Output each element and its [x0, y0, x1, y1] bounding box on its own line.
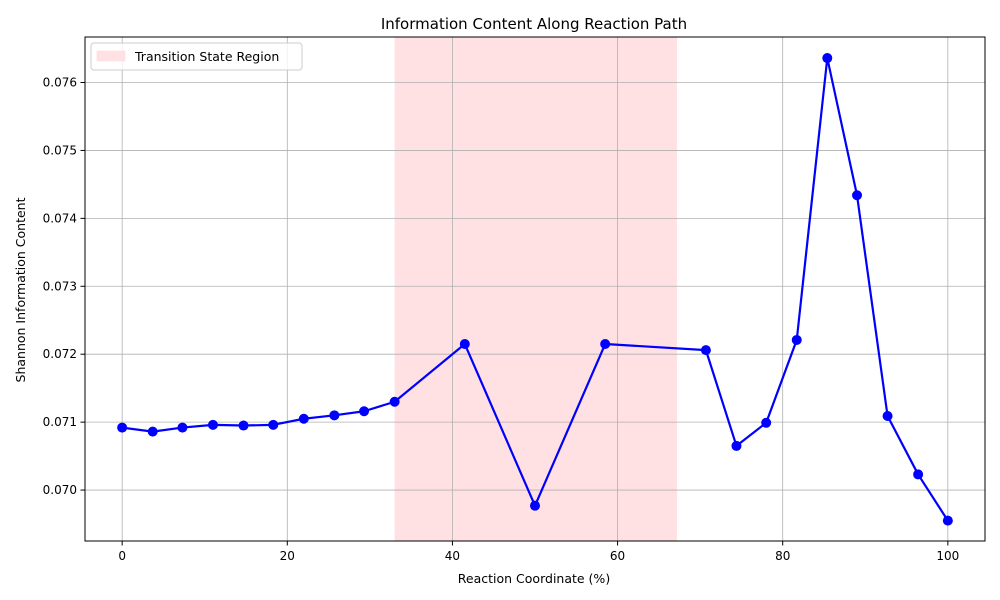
data-point: [359, 406, 370, 417]
x-axis-label: Reaction Coordinate (%): [458, 571, 610, 586]
data-point: [852, 190, 863, 201]
data-point: [298, 413, 309, 424]
chart-title: Information Content Along Reaction Path: [381, 15, 687, 33]
data-point: [882, 411, 893, 422]
x-tick-label: 60: [610, 549, 625, 563]
data-point: [117, 422, 128, 433]
data-point: [731, 440, 742, 451]
legend-frame: [90, 42, 303, 71]
data-point: [459, 339, 470, 350]
data-point: [700, 345, 711, 356]
y-tick-label: 0.072: [43, 347, 77, 361]
legend: Transition State Region: [90, 42, 303, 71]
x-tick-label: 20: [280, 549, 295, 563]
legend-swatch: [96, 50, 126, 62]
x-tick-label: 100: [936, 549, 959, 563]
data-point: [913, 469, 924, 480]
data-point: [177, 422, 188, 433]
x-tick-label: 0: [118, 549, 126, 563]
data-point: [238, 420, 249, 431]
data-point: [791, 334, 802, 345]
y-tick-label: 0.070: [43, 483, 77, 497]
y-tick-label: 0.071: [43, 415, 77, 429]
transition-state-region: [394, 37, 678, 541]
data-point: [822, 53, 833, 64]
y-tick-label: 0.074: [43, 211, 77, 225]
data-point: [942, 515, 953, 526]
data-point: [329, 410, 340, 421]
y-tick-label: 0.076: [43, 76, 77, 90]
legend-label: Transition State Region: [134, 49, 279, 64]
data-point: [761, 417, 772, 428]
x-tick-label: 80: [775, 549, 790, 563]
y-axis-label: Shannon Information Content: [13, 197, 28, 382]
plot-frame: [84, 36, 986, 542]
data-point: [600, 339, 611, 350]
data-point: [530, 500, 540, 511]
data-point: [389, 396, 400, 407]
y-tick-label: 0.073: [43, 279, 77, 293]
y-tick-label: 0.075: [43, 143, 77, 157]
data-point: [207, 419, 218, 430]
x-tick-label: 40: [445, 549, 460, 563]
series-line: [122, 56, 949, 522]
data-point: [268, 419, 279, 430]
data-point: [147, 426, 158, 437]
